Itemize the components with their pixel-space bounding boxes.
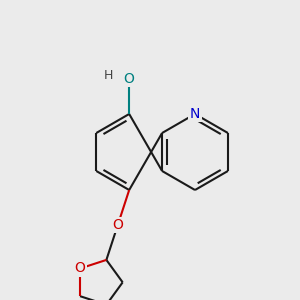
Text: O: O bbox=[112, 218, 123, 232]
Text: H: H bbox=[103, 69, 113, 82]
Text: N: N bbox=[190, 107, 200, 121]
Text: O: O bbox=[124, 72, 135, 86]
Text: O: O bbox=[75, 262, 86, 275]
